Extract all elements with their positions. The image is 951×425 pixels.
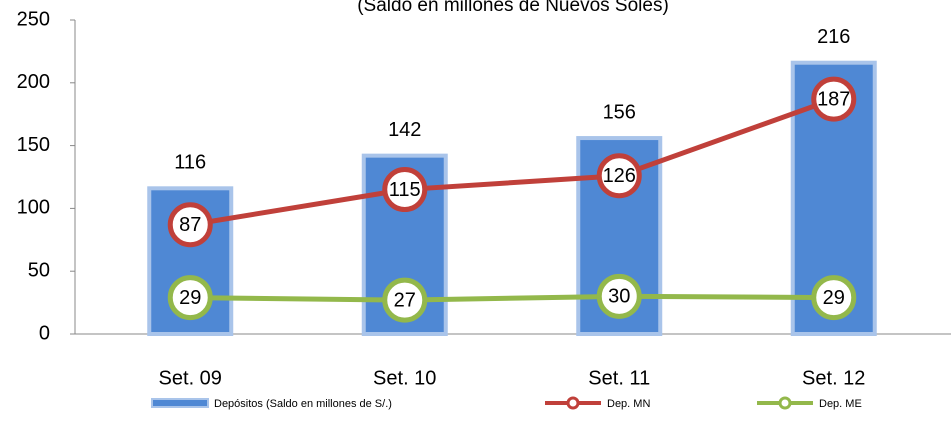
line-value-label: 187 (817, 88, 850, 110)
line-marker (382, 167, 428, 213)
line-marker (596, 273, 642, 319)
line (190, 293, 834, 303)
x-tick-label: Set. 09 (159, 367, 222, 389)
line (189, 96, 835, 228)
legend-swatch (151, 398, 209, 408)
line-value-label: 87 (179, 214, 201, 236)
y-tick-label: 0 (39, 322, 50, 344)
line-value-label: 126 (603, 165, 636, 187)
legend-label: Depósitos (Saldo en millones de S/.) (214, 398, 392, 410)
x-tick-label: Set. 11 (588, 367, 650, 389)
line-value-label: 27 (394, 289, 416, 311)
line-value-label: 115 (389, 179, 421, 201)
y-tick-label: 250 (17, 8, 50, 30)
line-marker (167, 275, 213, 321)
line-marker (811, 76, 857, 122)
y-tick-label: 200 (17, 71, 50, 93)
legend-label: Dep. MN (607, 398, 650, 410)
bar-value-label: 116 (174, 152, 206, 174)
line-value-label: 29 (179, 287, 201, 309)
legend-marker (778, 396, 792, 410)
bar-value-label: 216 (817, 26, 850, 48)
line-value-label: 29 (823, 287, 845, 309)
bar-value-label: 142 (388, 119, 421, 141)
legend-label: Dep. ME (819, 398, 862, 410)
line-value-label: 30 (608, 286, 630, 308)
line-marker (811, 275, 857, 321)
line-marker (382, 277, 428, 323)
bar-value-label: 156 (603, 101, 636, 123)
x-tick-label: Set. 10 (373, 367, 436, 389)
line-marker (596, 153, 642, 199)
x-tick-label: Set. 12 (802, 367, 865, 389)
legend-marker (566, 396, 580, 410)
y-tick-label: 50 (28, 259, 50, 281)
line-marker (167, 202, 213, 248)
chart-subtitle: (Saldo en millones de Nuevos Soles) (357, 0, 669, 16)
y-tick-label: 100 (17, 197, 50, 219)
y-tick-label: 150 (17, 134, 50, 156)
